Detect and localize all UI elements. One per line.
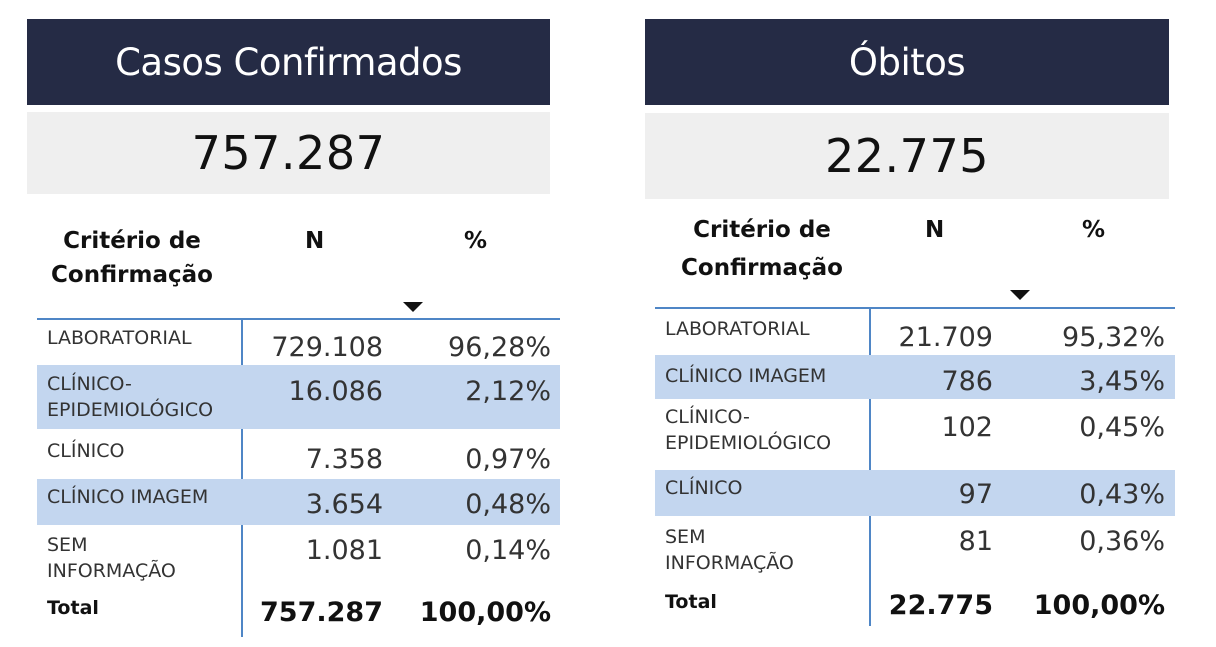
deaths-row-label: SEM INFORMAÇÃO	[665, 524, 794, 576]
cases-row-n: 1.081	[305, 535, 383, 566]
cases-header-n[interactable]: N	[305, 228, 325, 254]
cases-total-n: 757.287	[260, 597, 383, 628]
label-line1: SEM	[665, 526, 706, 548]
deaths-total-n: 22.775	[888, 590, 993, 621]
deaths-header-rule	[655, 307, 1175, 309]
deaths-row-pct: 0,45%	[1079, 412, 1165, 443]
cases-row-pct: 2,12%	[465, 376, 551, 407]
deaths-panel: Óbitos 22.775 Critério de Confirmação N …	[645, 19, 1180, 639]
deaths-row-pct: 0,36%	[1079, 526, 1165, 557]
cases-row-n: 7.358	[305, 444, 383, 475]
deaths-row-pct: 3,45%	[1079, 366, 1165, 397]
cases-row-bg	[37, 479, 560, 525]
deaths-row-bg	[655, 355, 1175, 399]
sort-descending-icon[interactable]	[403, 302, 423, 312]
cases-row-label: SEM INFORMAÇÃO	[47, 532, 176, 584]
cases-row-label: CLÍNICO- EPIDEMIOLÓGICO	[47, 371, 213, 423]
deaths-row-label: CLÍNICO- EPIDEMIOLÓGICO	[665, 404, 831, 456]
cases-row-pct: 0,48%	[465, 489, 551, 520]
cases-row-bg	[37, 365, 560, 429]
deaths-title: Óbitos	[645, 19, 1169, 105]
cases-total-pct: 100,00%	[419, 597, 551, 628]
label-line2: INFORMAÇÃO	[47, 560, 176, 582]
cases-column-divider	[241, 319, 243, 637]
cases-row-label: CLÍNICO IMAGEM	[47, 486, 209, 508]
deaths-row-label: CLÍNICO	[665, 477, 743, 499]
deaths-row-bg	[655, 470, 1175, 516]
label-line2: INFORMAÇÃO	[665, 552, 794, 574]
cases-header-criterion[interactable]: Critério de Confirmação	[37, 224, 227, 292]
cases-row-pct: 0,97%	[465, 444, 551, 475]
deaths-header-pct[interactable]: %	[1082, 217, 1106, 243]
deaths-row-n: 21.709	[898, 322, 993, 353]
label-line1: SEM	[47, 534, 88, 556]
deaths-header-n[interactable]: N	[925, 217, 945, 243]
deaths-total-label: Total	[665, 591, 717, 613]
label-line2: EPIDEMIOLÓGICO	[47, 399, 214, 421]
cases-header-pct[interactable]: %	[464, 228, 488, 254]
header-criterion-line2: Confirmação	[681, 255, 843, 281]
deaths-row-pct: 95,32%	[1062, 322, 1165, 353]
cases-row-label: LABORATORIAL	[47, 327, 192, 349]
deaths-row-n: 97	[958, 479, 993, 510]
cases-row-pct: 0,14%	[465, 535, 551, 566]
deaths-row-n: 786	[941, 366, 993, 397]
cases-row-n: 3.654	[305, 489, 383, 520]
cases-row-n: 729.108	[271, 332, 383, 363]
deaths-row-pct: 0,43%	[1079, 479, 1165, 510]
label-line2: EPIDEMIOLÓGICO	[665, 432, 832, 454]
deaths-row-n: 102	[941, 412, 993, 443]
header-criterion-line2: Confirmação	[51, 262, 213, 288]
label-line1: CLÍNICO-	[665, 406, 750, 428]
cases-row-label: CLÍNICO	[47, 440, 125, 462]
label-line1: CLÍNICO-	[47, 373, 132, 395]
cases-header-rule	[37, 318, 560, 320]
deaths-column-divider	[869, 308, 871, 626]
cases-row-pct: 96,28%	[448, 332, 551, 363]
cases-panel: Casos Confirmados 757.287 Critério de Co…	[27, 19, 562, 639]
header-criterion-line1: Critério de	[693, 217, 831, 243]
cases-total-label: Total	[47, 597, 99, 619]
deaths-header-criterion[interactable]: Critério de Confirmação	[657, 211, 867, 287]
cases-title: Casos Confirmados	[27, 19, 550, 105]
cases-row-n: 16.086	[288, 376, 383, 407]
deaths-row-label: LABORATORIAL	[665, 318, 810, 340]
deaths-row-n: 81	[958, 526, 993, 557]
sort-descending-icon[interactable]	[1010, 290, 1030, 300]
deaths-row-label: CLÍNICO IMAGEM	[665, 365, 827, 387]
deaths-total-pct: 100,00%	[1033, 590, 1165, 621]
header-criterion-line1: Critério de	[63, 228, 201, 254]
deaths-kpi-value: 22.775	[645, 113, 1169, 199]
cases-kpi-value: 757.287	[27, 112, 550, 194]
